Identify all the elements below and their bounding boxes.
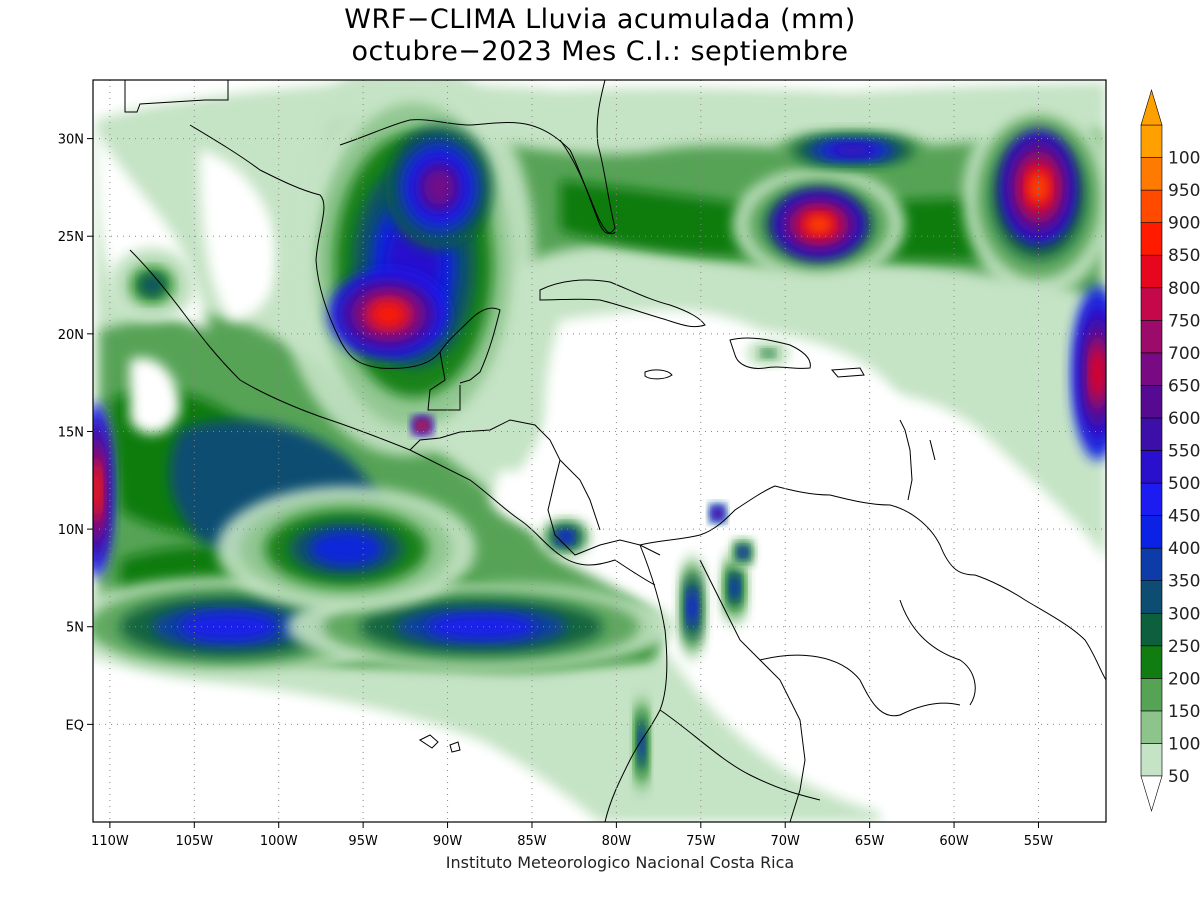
legend-label-8: 450 — [1168, 507, 1200, 527]
legend-swatch-19 — [1140, 124, 1163, 158]
legend-swatch-6 — [1140, 547, 1163, 582]
lat-tick-label-2: 20N — [58, 328, 84, 343]
legend-swatch-17 — [1140, 189, 1163, 223]
lon-tick-label-10: 60W — [939, 834, 969, 849]
legend-label-19: 100 — [1168, 149, 1200, 169]
lon-tick-label-8: 70W — [771, 834, 801, 849]
lat-tick-label-4: 10N — [58, 523, 84, 538]
legend-swatch-18 — [1140, 157, 1163, 191]
legend-swatch-12 — [1140, 352, 1163, 386]
institution-credit: Instituto Meteorologico Nacional Costa R… — [445, 853, 795, 872]
legend-label-15: 800 — [1168, 279, 1200, 299]
lon-tick-label-1: 105W — [175, 834, 213, 849]
legend-swatch-3 — [1140, 645, 1163, 679]
rain-core-7 — [831, 144, 875, 156]
lat-tick-label-0: 30N — [58, 133, 84, 148]
legend-label-16: 850 — [1168, 246, 1200, 266]
legend-label-14: 750 — [1168, 311, 1200, 331]
lat-tick-label-1: 25N — [58, 230, 84, 245]
graticule-grid — [93, 80, 1106, 822]
legend-label-4: 250 — [1168, 637, 1200, 657]
legend-swatch-14 — [1140, 287, 1163, 321]
color-legend: 50 100 150 200 250 300 350 400 450 500 550 600 650 70… — [1140, 88, 1200, 813]
legend-label-3: 200 — [1168, 669, 1200, 689]
rain-core-11 — [93, 465, 102, 515]
legend-swatch-10 — [1140, 417, 1163, 451]
legend-swatch-9 — [1140, 450, 1163, 484]
lat-tick-label-5: 5N — [66, 621, 84, 636]
legend-label-2: 150 — [1168, 702, 1200, 722]
rain-core-20 — [739, 548, 747, 557]
map-title: WRF−CLIMA Lluvia acumulada (mm) — [344, 4, 856, 35]
legend-swatch-4 — [1140, 612, 1163, 647]
dry-areas — [96, 130, 1106, 822]
rain-core-14 — [309, 531, 383, 567]
legend-swatch-2 — [1140, 678, 1163, 712]
legend-label-11: 600 — [1168, 409, 1200, 429]
rain-core-6 — [805, 214, 833, 235]
legend-label-17: 900 — [1168, 214, 1200, 234]
rain-core-4 — [423, 169, 455, 205]
legend-swatch-15 — [1140, 254, 1163, 289]
rain-core-18 — [638, 726, 645, 762]
rain-core-17 — [730, 576, 739, 599]
legend-label-9: 500 — [1168, 474, 1200, 494]
lon-tick-label-0: 110W — [91, 834, 129, 849]
map-axes: 110W 105W 100W 95W 90W 85W 80W 75W 70W 65W 60W 55W 3… — [58, 133, 1054, 849]
rain-core-9 — [1027, 171, 1050, 204]
lon-tick-label-11: 55W — [1024, 834, 1054, 849]
legend-label-13: 700 — [1168, 344, 1200, 364]
lon-tick-label-3: 95W — [348, 834, 378, 849]
rain-core-19 — [715, 510, 721, 517]
lon-tick-label-7: 75W — [686, 834, 716, 849]
legend-swatch-13 — [1140, 319, 1163, 354]
lon-tick-label-6: 80W — [602, 834, 632, 849]
legend-label-0: 50 — [1168, 767, 1190, 787]
rain-core-2 — [371, 301, 406, 327]
lon-tick-label-9: 65W — [855, 834, 885, 849]
legend-swatch-11 — [1140, 385, 1163, 419]
legend-label-5: 300 — [1168, 604, 1200, 624]
legend-swatch-16 — [1140, 222, 1163, 256]
lon-tick-label-5: 85W — [517, 834, 547, 849]
rain-core-13 — [426, 614, 537, 640]
map-frame — [92, 79, 1107, 823]
rain-core-12 — [179, 612, 277, 641]
legend-swatch-8 — [1140, 482, 1163, 516]
coastlines — [124, 80, 1106, 822]
legend-swatch-7 — [1140, 515, 1163, 549]
legend-swatch-0 — [1140, 743, 1163, 777]
lon-tick-label-2: 100W — [260, 834, 298, 849]
legend-label-6: 350 — [1168, 572, 1200, 592]
lat-tick-label-3: 15N — [58, 425, 84, 440]
rain-core-21 — [558, 531, 574, 543]
legend-underflow-arrow — [1140, 775, 1163, 813]
legend-label-12: 650 — [1168, 376, 1200, 396]
rain-core-16 — [688, 591, 697, 623]
legend-label-1: 100 — [1168, 734, 1200, 754]
map-subtitle: octubre−2023 Mes C.I.: septiembre — [351, 36, 849, 67]
legend-label-7: 400 — [1168, 539, 1200, 559]
legend-overflow-arrow — [1140, 88, 1163, 126]
lon-tick-label-4: 90W — [433, 834, 463, 849]
rain-core-15 — [419, 422, 426, 429]
legend-label-18: 950 — [1168, 181, 1200, 201]
legend-swatch-1 — [1140, 710, 1163, 744]
rain-core-22 — [139, 274, 165, 296]
rain-core-23 — [762, 349, 775, 357]
rain-intensity-layer — [93, 80, 1106, 807]
legend-swatch-5 — [1140, 580, 1163, 614]
rain-core-10 — [1090, 348, 1105, 398]
legend-label-10: 550 — [1168, 442, 1200, 462]
lat-tick-label-6: EQ — [66, 718, 84, 733]
